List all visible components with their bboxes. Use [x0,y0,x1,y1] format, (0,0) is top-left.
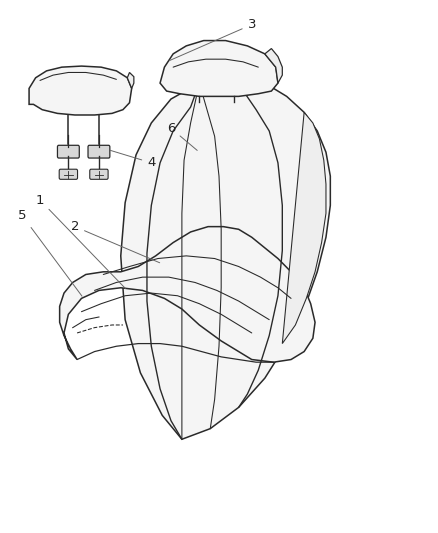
Text: 1: 1 [36,193,125,288]
Polygon shape [127,72,134,88]
Text: 5: 5 [18,209,82,296]
FancyBboxPatch shape [90,169,108,179]
FancyBboxPatch shape [88,146,110,158]
Text: 2: 2 [71,220,160,263]
FancyBboxPatch shape [57,146,79,158]
Polygon shape [160,41,278,96]
Text: 6: 6 [167,122,197,150]
Polygon shape [29,66,132,115]
Polygon shape [265,49,283,83]
Text: 3: 3 [169,18,256,61]
Polygon shape [121,78,330,439]
Polygon shape [60,227,315,362]
FancyBboxPatch shape [59,169,78,179]
Polygon shape [283,112,326,344]
Text: 4: 4 [110,150,155,169]
